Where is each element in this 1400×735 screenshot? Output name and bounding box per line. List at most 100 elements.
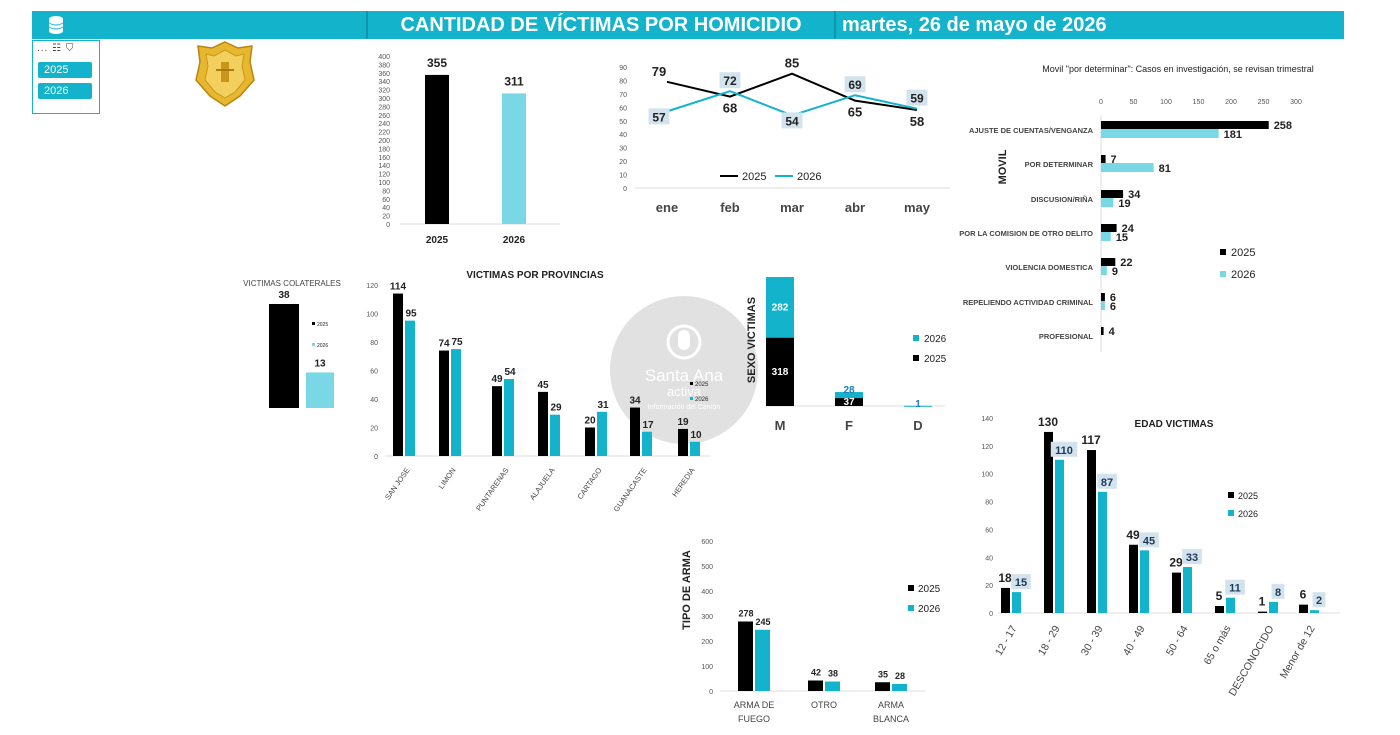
edad-legend-2026: 2026 xyxy=(1238,509,1258,519)
provincias-legend-2026: 2026 xyxy=(695,397,709,403)
movil-title: Movil "por determinar": Casos en investi… xyxy=(1042,64,1314,74)
edad-bar-2025 xyxy=(1087,450,1096,613)
totals-y-tick: 120 xyxy=(378,172,390,179)
colaterales-title: VICTIMAS COLATERALES xyxy=(243,279,341,288)
totals-category: 2025 xyxy=(426,235,449,246)
colaterales-value: 13 xyxy=(314,358,326,369)
sexo-legend-2025: 2025 xyxy=(924,354,947,365)
edad-bar-2026 xyxy=(1012,592,1021,613)
edad-y-tick: 40 xyxy=(985,555,993,562)
totals-y-tick: 60 xyxy=(382,197,390,204)
monthly-label-2025: 85 xyxy=(785,56,799,71)
movil-bar-2026 xyxy=(1101,129,1219,138)
movil-category: VIOLENCIA DOMESTICA xyxy=(1005,263,1093,272)
sexo-bar-2025 xyxy=(766,337,794,406)
movil-category: PROFESIONAL xyxy=(1039,332,1094,341)
provincias-value-2025: 45 xyxy=(537,380,549,391)
edad-legend-2025-swatch xyxy=(1228,492,1234,498)
edad-value-2026-bg xyxy=(1225,579,1245,595)
arma-category: OTRO xyxy=(811,700,837,710)
provincias-bar-2025 xyxy=(585,427,595,456)
sexo-bar-2026 xyxy=(766,277,794,338)
totals-y-tick: 240 xyxy=(378,121,390,128)
provincias-bar-2025 xyxy=(538,391,548,456)
provincias-y-tick: 60 xyxy=(370,369,378,376)
provincias-value-2026: 95 xyxy=(405,309,417,320)
totals-y-tick: 400 xyxy=(378,54,390,61)
provincias-value-2026: 29 xyxy=(550,403,562,414)
sexo-bar-2026 xyxy=(835,392,863,399)
movil-x-tick: 250 xyxy=(1258,99,1270,106)
provincias-bar-2025 xyxy=(630,407,640,456)
arma-category-2: FUEGO xyxy=(738,714,770,724)
movil-bar-2026 xyxy=(1101,163,1154,172)
monthly-label-2025: 68 xyxy=(723,101,737,116)
slicer-tools[interactable]: ... ☷ ⛉ xyxy=(37,43,75,54)
year-slicer: ... ☷ ⛉ 2025 2026 xyxy=(32,40,100,114)
movil-value-2025: 258 xyxy=(1274,120,1292,132)
edad-title: EDAD VICTIMAS xyxy=(1135,419,1214,430)
edad-bar-2026 xyxy=(1269,601,1278,613)
monthly-y-tick: 20 xyxy=(619,159,627,166)
edad-bar-2026 xyxy=(1140,550,1149,613)
provincias-bar-2025 xyxy=(678,428,688,456)
movil-bar-2025 xyxy=(1101,121,1269,129)
totals-value: 311 xyxy=(504,74,524,88)
movil-value-2025: 6 xyxy=(1110,292,1116,304)
edad-legend-2025: 2025 xyxy=(1238,491,1258,501)
movil-bar-2025 xyxy=(1101,293,1105,301)
edad-value-2026: 87 xyxy=(1101,477,1113,489)
movil-category: AJUSTE DE CUENTAS/VENGANZA xyxy=(969,126,1094,135)
provincias-value-2026: 10 xyxy=(690,430,702,441)
arma-y-tick: 500 xyxy=(701,564,713,571)
monthly-label-2026-bg xyxy=(844,76,866,93)
monthly-label-2026-bg xyxy=(648,108,670,125)
sexo-category: D xyxy=(913,418,922,433)
provincias-legend-2025: 2025 xyxy=(695,382,709,388)
monthly-label-2026-bg xyxy=(719,72,741,89)
totals-y-tick: 180 xyxy=(378,146,390,153)
edad-value-2025: 1 xyxy=(1259,595,1266,609)
colaterales-legend-2025-swatch xyxy=(312,322,315,325)
movil-bar-2025 xyxy=(1101,258,1116,266)
arma-legend-2025-swatch xyxy=(908,585,914,591)
movil-bar-2025 xyxy=(1101,190,1124,198)
edad-bar-2025 xyxy=(1001,587,1010,613)
header-bar: CANTIDAD DE VÍCTIMAS POR HOMICIDIO marte… xyxy=(32,11,1344,39)
provincias-value-2025: 20 xyxy=(584,416,596,427)
totals-y-tick: 0 xyxy=(386,222,390,229)
sexo-category: M xyxy=(775,418,786,433)
edad-y-tick: 60 xyxy=(985,527,993,534)
arma-legend-2026: 2026 xyxy=(918,604,941,615)
provincias-value-2025: 34 xyxy=(629,396,641,407)
edad-y-tick: 100 xyxy=(981,472,993,479)
slicer-item-2026[interactable]: 2026 xyxy=(38,83,92,99)
provincias-bar-2025 xyxy=(439,350,449,456)
movil-ylabel: MOVIL xyxy=(997,149,1009,184)
provincias-value-2025: 49 xyxy=(491,374,503,385)
edad-value-2025: 130 xyxy=(1038,415,1058,429)
edad-legend-2026-swatch xyxy=(1228,510,1234,516)
edad-y-tick: 140 xyxy=(981,416,993,423)
monthly-label-2026-bg xyxy=(906,89,928,106)
edad-bar-2025 xyxy=(1215,606,1224,613)
provincias-value-2025: 19 xyxy=(677,417,689,428)
monthly-y-tick: 70 xyxy=(619,92,627,99)
monthly-label-2026: 57 xyxy=(652,110,666,124)
totals-y-tick: 220 xyxy=(378,130,390,137)
arma-legend-2026-swatch xyxy=(908,605,914,611)
monthly-y-tick: 50 xyxy=(619,119,627,126)
database-icon[interactable] xyxy=(48,15,64,35)
slicer-item-2025[interactable]: 2025 xyxy=(38,62,92,78)
provincias-bar-2026 xyxy=(451,349,461,456)
provincias-bar-2026 xyxy=(642,431,652,456)
monthly-legend-2025: 2025 xyxy=(742,171,766,183)
movil-x-tick: 300 xyxy=(1290,99,1302,106)
arma-category-2: BLANCA xyxy=(873,714,909,724)
totals-y-tick: 40 xyxy=(382,205,390,212)
arma-y-tick: 100 xyxy=(701,664,713,671)
sexo-bar-2026 xyxy=(904,405,932,407)
monthly-y-tick: 80 xyxy=(619,78,627,85)
edad-value-2026: 45 xyxy=(1143,535,1155,547)
